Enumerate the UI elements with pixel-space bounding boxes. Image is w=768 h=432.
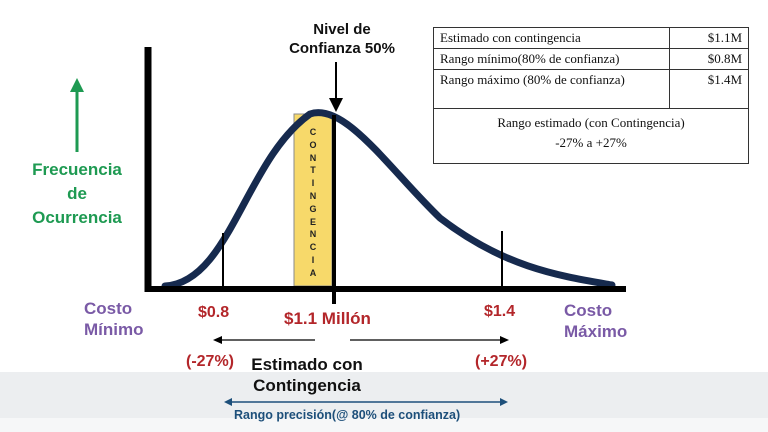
percent-label-low: (-27%) [186, 353, 235, 370]
y-axis-label-line1: Frecuencia [32, 160, 122, 179]
percent-label-high: (+27%) [475, 353, 528, 370]
confidence-annotation-line2: Confianza 50% [289, 40, 395, 57]
y-axis-label-line3: Ocurrencia [32, 208, 122, 227]
table-summary-cell: Rango estimado (con Contingencia) -27% a… [433, 108, 749, 164]
costo-minimo-line1: Costo [84, 299, 133, 318]
contingency-letter: A [309, 267, 317, 278]
value-label-low: $0.8 [198, 304, 230, 321]
info-table-container: Estimado con contingencia $1.1M Rango mí… [433, 27, 749, 164]
contingency-letters: C O N T I N G E N C I A [306, 126, 320, 280]
table-cell-value: $1.1M [669, 27, 749, 49]
y-axis-label-line2: de [67, 184, 87, 203]
precision-label: Rango precisión(@ 80% de confianza) [234, 408, 461, 422]
table-cell-label: Rango mínimo(80% de confianza) [433, 48, 670, 70]
table-cell-label: Estimado con contingencia [433, 27, 670, 49]
contingency-letter: N [309, 152, 317, 163]
estimate-arrow-left-head [213, 336, 222, 344]
contingency-letter: C [309, 242, 317, 253]
annotation-arrow-head [329, 98, 343, 112]
contingency-letter: G [309, 203, 317, 214]
precision-arrow-right-head [500, 398, 508, 406]
info-table: Estimado con contingencia $1.1M Rango mí… [433, 27, 749, 164]
contingency-letter: N [309, 229, 317, 240]
bottom-background-strip [0, 418, 768, 432]
contingency-letter: N [309, 190, 317, 201]
table-summary-line2: -27% a +27% [555, 135, 627, 150]
y-axis-label: Frecuencia de Ocurrencia [18, 158, 136, 230]
value-label-mid: $1.1 Millón [284, 309, 371, 328]
costo-maximo-line2: Máximo [564, 322, 628, 341]
table-row: Rango mínimo(80% de confianza) $0.8M [433, 48, 749, 70]
table-cell-value: $0.8M [669, 48, 749, 70]
contingency-letter: O [309, 139, 317, 150]
table-summary-row: Rango estimado (con Contingencia) -27% a… [433, 108, 749, 164]
confidence-annotation: Nivel de Confianza 50% [272, 20, 412, 58]
confidence-annotation-line1: Nivel de [313, 21, 371, 38]
table-row: Estimado con contingencia $1.1M [433, 27, 749, 49]
costo-maximo-label: Costo Máximo [564, 300, 627, 342]
precision-arrow-left-head [224, 398, 232, 406]
costo-minimo-line2: Mínimo [84, 320, 144, 339]
table-cell-label: Rango máximo (80% de confianza) [433, 69, 670, 109]
costo-maximo-line1: Costo [564, 301, 613, 320]
contingency-letter: T [310, 165, 316, 176]
estimate-label: Estimado con Contingencia [244, 354, 370, 396]
estimate-label-line2: Contingencia [253, 376, 361, 395]
frequency-arrow-head [70, 78, 84, 92]
contingency-letter: E [309, 216, 316, 227]
estimate-label-line1: Estimado con [251, 355, 363, 374]
table-row: Rango máximo (80% de confianza) $1.4M [433, 69, 749, 109]
costo-minimo-label: Costo Mínimo [84, 298, 144, 340]
contingency-letter: I [311, 178, 315, 189]
distribution-curve [161, 109, 616, 290]
contingency-letter: C [309, 127, 317, 137]
table-cell-value: $1.4M [669, 69, 749, 109]
contingency-letter: I [311, 254, 315, 265]
contingency-band [293, 113, 333, 287]
table-summary-line1: Rango estimado (con Contingencia) [497, 115, 685, 130]
estimate-arrow-right-head [500, 336, 509, 344]
value-label-high: $1.4 [484, 303, 516, 320]
